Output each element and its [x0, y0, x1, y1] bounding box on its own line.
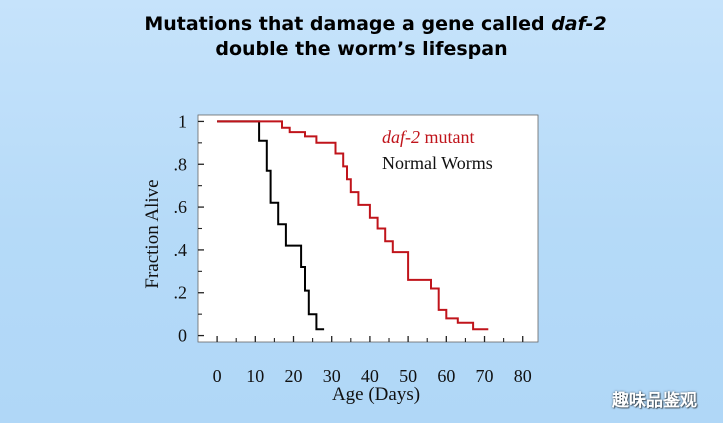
x-tick-label: 80	[514, 366, 532, 386]
x-tick-label: 10	[246, 366, 264, 386]
y-tick-label: .8	[174, 154, 188, 174]
axes: 0.2.4.6.810 10 20 30 40 50 60 70 80	[174, 111, 532, 386]
y-tick-label: .4	[174, 240, 188, 260]
x-tick-label: 0	[213, 366, 222, 386]
series-group	[217, 120, 489, 331]
title-gene-name: daf-2	[551, 13, 607, 35]
y-axis-label: Fraction Alive	[142, 179, 163, 288]
legend-item-normal: Normal Worms	[382, 153, 493, 173]
legend-item-mutant: daf-2 mutant	[382, 127, 475, 147]
series-line-normal-worms	[217, 120, 325, 331]
x-tick-label: 50	[399, 366, 417, 386]
x-tick-label: 40	[361, 366, 379, 386]
y-tick-label: 1	[178, 111, 187, 131]
series-line-daf2-mutant	[217, 120, 489, 331]
y-tick-label: .2	[174, 283, 188, 303]
legend-normal-label: Normal Worms	[382, 153, 493, 173]
x-tick-label: 30	[323, 366, 341, 386]
watermark: 趣味品鉴观	[612, 391, 697, 411]
x-axis-label: Age (Days)	[332, 384, 420, 405]
legend-mutant-italic: daf-2	[382, 127, 420, 147]
title-line-1: Mutations that damage a gene called daf-…	[144, 13, 607, 35]
x-tick-label: 60	[437, 366, 455, 386]
y-tick-label: .6	[174, 197, 188, 217]
legend-mutant-rest: mutant	[420, 127, 475, 147]
y-tick-label: 0	[178, 326, 187, 346]
plot-area	[197, 114, 539, 343]
slide-title: Mutations that damage a gene called daf-…	[0, 12, 723, 62]
x-tick-label: 70	[476, 366, 494, 386]
title-line-2: double the worm’s lifespan	[215, 38, 508, 60]
x-tick-label: 20	[285, 366, 303, 386]
